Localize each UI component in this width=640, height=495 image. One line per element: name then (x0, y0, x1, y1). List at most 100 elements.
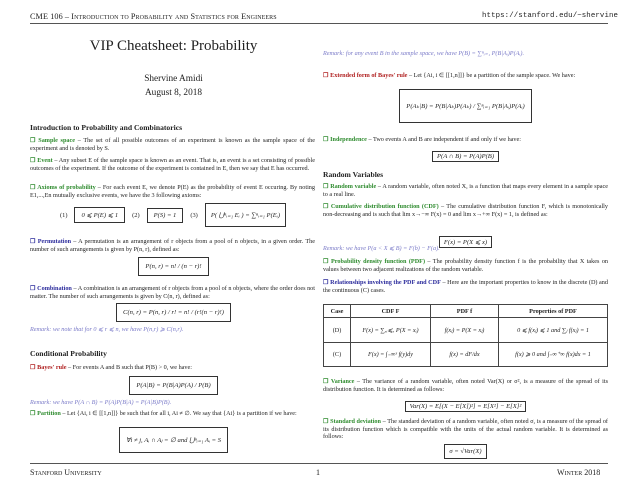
desc: – The cumulative distribution function F… (323, 203, 608, 218)
desc: – The probability density function f is … (323, 258, 609, 273)
combination: ❒ Combination – A combination is an arra… (30, 285, 315, 300)
desc: – The variance of a random variable, oft… (323, 378, 609, 393)
independence: ❒ Independence – Two events A and B are … (323, 136, 608, 144)
variance: ❒ Variance – The variance of a random va… (323, 378, 608, 393)
header-url[interactable]: https://stanford.edu/~shervine (482, 12, 619, 20)
sample-space: ❒ Sample space – The set of all possible… (30, 137, 315, 152)
term: ❒ Bayes' rule (30, 364, 67, 371)
label: (1) (60, 211, 68, 219)
cell: f(x) ⩾ 0 and ∫₋∞⁺∞ f(x)dx = 1 (498, 342, 608, 367)
desc: – A permutation is an arrangement of r o… (30, 238, 315, 253)
desc: – Let {Ai, i ∈ [[1,n]]} be such that for… (60, 410, 297, 417)
footer-rule (30, 463, 608, 464)
col-header: CDF F (350, 304, 431, 318)
ext-formula-wrap: P(Aₖ|B) = P(B|Aₖ)P(Aₖ) / ∑ⁿᵢ₌₁ P(B|Aᵢ)P(… (323, 89, 608, 123)
footer-term: Winter 2018 (557, 468, 601, 477)
formula: P(A ∩ B) = P(A)P(B) (431, 151, 500, 162)
desc: – For events A and B such that P(B) > 0,… (66, 364, 192, 371)
desc: – Any subset E of the sample space is kn… (30, 157, 315, 172)
axioms-formulas: (1) 0 ⩽ P(E) ⩽ 1 (2) P(S) = 1 (3) P( ⋃ⁿᵢ₌₁ … (60, 203, 287, 227)
desc: – The standard deviation of a random var… (323, 418, 608, 440)
header-course: CME 106 – Introduction to Probability an… (30, 12, 277, 21)
table-row: (D) F(x) = ∑ₓᵢ⩽ₓ P(X = xᵢ) f(xⱼ) = P(X =… (323, 317, 608, 343)
formula: Var(X) = E[(X − E[X])²] = E[X²] − E[X]² (404, 401, 527, 412)
relationships: ❒ Relationships involving the PDF and CD… (323, 279, 608, 294)
table-header-row: Case CDF F PDF f Properties of PDF (323, 304, 608, 318)
col-header: Properties of PDF (498, 304, 608, 318)
term: ❒ Random variable (323, 183, 377, 190)
section-conditional: Conditional Probability (30, 349, 107, 358)
section-intro: Introduction to Probability and Combinat… (30, 123, 183, 132)
page-number: 1 (316, 468, 320, 477)
formula: P(Aₖ|B) = P(B|Aₖ)P(Aₖ) / ∑ⁿᵢ₌₁ P(B|Aᵢ)P(… (399, 89, 532, 123)
cdf: ❒ Cumulative distribution function (CDF)… (323, 203, 608, 218)
formula: F(x) = P(X ⩽ x) (438, 236, 493, 248)
partition: ❒ Partition – Let {Ai, i ∈ [[1,n]]} be s… (30, 410, 315, 418)
term: ❒ Axioms of probability (30, 184, 96, 191)
pdf-cdf-table: Case CDF F PDF f Properties of PDF (D) F… (323, 304, 608, 367)
remark: Remark: we have P(a < X ⩽ B) = F(b) − F(… (323, 245, 440, 252)
cell: F(x) = ∫₋∞ˣ f(y)dy (350, 342, 431, 367)
term: ❒ Relationships involving the PDF and CD… (323, 279, 441, 286)
partition-formula-wrap: ∀i ≠ j, Aᵢ ∩ Aⱼ = ∅ and ⋃ⁿᵢ₌₁ Aᵢ = S (30, 427, 317, 453)
col-header: Case (323, 304, 351, 318)
comb-formula-wrap: C(n, r) = P(n, r) / r! = n! / (r!(n − r)… (30, 301, 317, 322)
cell: F(x) = ∑ₓᵢ⩽ₓ P(X = xᵢ) (350, 317, 431, 343)
desc: – Let {Ai, i ∈ [[1,n]]} be a partition o… (407, 72, 576, 79)
term: ❒ Variance (323, 378, 355, 385)
desc: – The set of all possible outcomes of an… (30, 137, 315, 152)
footer-university: Stanford University (30, 468, 102, 477)
col-header: PDF f (430, 304, 499, 318)
doc-title: VIP Cheatsheet: Probability (89, 38, 258, 54)
formula: C(n, r) = P(n, r) / r! = n! / (r!(n − r)… (116, 303, 231, 322)
term: ❒ Sample space (30, 137, 75, 144)
var-formula-wrap: Var(X) = E[(X − E[X])²] = E[X²] − E[X]² (323, 395, 608, 413)
remark: Remark: for any event B in the sample sp… (323, 50, 524, 57)
author: Shervine Amidi (144, 74, 203, 84)
cell: f(xⱼ) = P(X = xⱼ) (430, 317, 499, 343)
random-variable: ❒ Random variable – A random variable, o… (323, 183, 608, 198)
std-formula-wrap: σ = √Var(X) (323, 440, 608, 459)
term: ❒ Partition (30, 410, 61, 417)
term: ❒ Probability density function (PDF) (323, 258, 426, 265)
formula: ∀i ≠ j, Aᵢ ∩ Aⱼ = ∅ and ⋃ⁿᵢ₌₁ Aᵢ = S (118, 427, 229, 453)
formula: 0 ⩽ P(E) ⩽ 1 (74, 207, 126, 223)
permutation: ❒ Permutation – A permutation is an arra… (30, 238, 315, 253)
term: ❒ Independence (323, 136, 367, 143)
label: (2) (132, 211, 140, 219)
desc: – Two events A and B are independent if … (366, 136, 521, 143)
label: (3) (190, 211, 198, 219)
formula: P(n, r) = n! / (n − r)! (138, 257, 209, 276)
axioms: ❒ Axioms of probability – For each event… (30, 184, 315, 199)
cell: f(x) = dF/dx (430, 342, 499, 367)
cell: (C) (323, 342, 351, 367)
desc: – Here are the important properties to k… (323, 279, 608, 294)
formula: σ = √Var(X) (444, 444, 487, 459)
term: ❒ Cumulative distribution function (CDF) (323, 203, 439, 210)
perm-formula-wrap: P(n, r) = n! / (n − r)! (30, 255, 317, 276)
term: ❒ Extended form of Bayes' rule (323, 72, 408, 79)
term: ❒ Combination (30, 285, 72, 292)
term: ❒ Permutation (30, 238, 72, 245)
event: ❒ Event – Any subset E of the sample spa… (30, 157, 315, 172)
formula: P( ⋃ⁿᵢ₌₁ Eᵢ ) = ∑ⁿᵢ₌₁ P(Eᵢ) (204, 203, 287, 227)
cell: (D) (323, 317, 351, 343)
cdf-formula-wrap: F(x) = P(X ⩽ x) (323, 231, 608, 249)
remark: Remark: we note that for 0 ⩽ r ⩽ n, we h… (30, 326, 184, 333)
formula: P(A|B) = P(B|A)P(A) / P(B) (129, 376, 218, 395)
desc: – For each event E, we denote P(E) as th… (30, 184, 315, 199)
extended-bayes: ❒ Extended form of Bayes' rule – Let {Ai… (323, 72, 608, 80)
desc: – A combination is an arrangement of r o… (30, 285, 315, 300)
section-random-variables: Random Variables (323, 170, 384, 179)
pdf: ❒ Probability density function (PDF) – T… (323, 258, 608, 273)
indep-formula-wrap: P(A ∩ B) = P(A)P(B) (323, 145, 608, 163)
bayes-rule: ❒ Bayes' rule – For events A and B such … (30, 364, 315, 372)
desc: – A random variable, often noted X, is a… (323, 183, 608, 198)
bayes-formula-wrap: P(A|B) = P(B|A)P(A) / P(B) (30, 374, 317, 395)
remark: Remark: we have P(A ∩ B) = P(A)P(B|A) = … (30, 399, 172, 406)
formula: P(S) = 1 (146, 207, 184, 223)
cell: 0 ⩽ f(xⱼ) ⩽ 1 and ∑ⱼ f(xⱼ) = 1 (498, 317, 608, 343)
term: ❒ Standard deviation (323, 418, 381, 425)
standard-deviation: ❒ Standard deviation – The standard devi… (323, 418, 608, 441)
header-rule (30, 23, 608, 24)
